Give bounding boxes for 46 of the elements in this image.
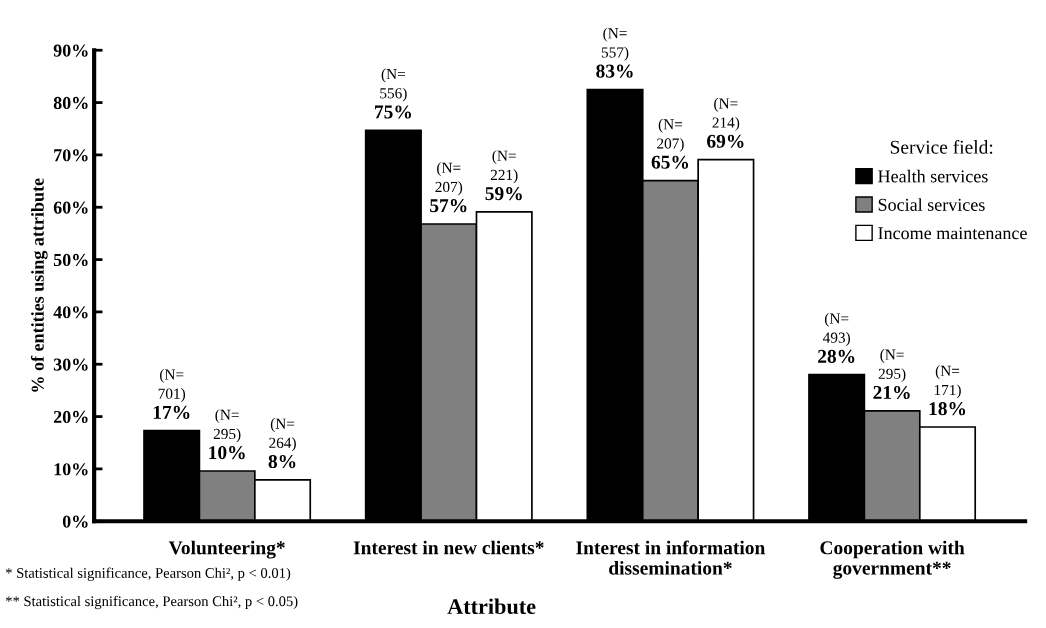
annotation: (N= 214) [712, 97, 740, 131]
data-label: 65% [651, 155, 689, 169]
data-label: 18% [929, 402, 966, 416]
y-tick-label: 70% [54, 149, 88, 162]
data-label: 75% [375, 105, 411, 119]
annotation: (N= 171) [934, 365, 961, 399]
legend-label: Health services [878, 169, 988, 183]
annotation: (N= 701) [158, 368, 186, 402]
legend-label: Social services [878, 198, 985, 211]
legend-label: Income maintenance [878, 227, 1027, 240]
data-label: 28% [818, 349, 855, 363]
annotation: (N= 207) [657, 118, 684, 152]
y-tick-label: 10% [54, 463, 88, 476]
y-axis-title: % of entities using attribute [30, 178, 48, 392]
annotation: (N= 207) [435, 162, 463, 196]
data-label: 21% [873, 385, 910, 400]
annotation: (N= 264) [269, 418, 296, 452]
annotation: (N= 295) [213, 409, 241, 443]
x-tick-label: Interest in new clients* [353, 540, 544, 555]
x-tick-label: Volunteering* [168, 540, 285, 559]
text: ** Statistical significance, Pearson Chi², p < 0.05) [5, 595, 298, 610]
y-tick-label: 20% [53, 410, 88, 424]
annotation: (N= 493) [822, 312, 851, 346]
y-tick-label: 40% [53, 306, 88, 319]
data-label: 83% [596, 64, 633, 78]
data-label: 17% [153, 405, 190, 419]
annotation: (N= 295) [878, 349, 906, 383]
annotation: (N= 557) [601, 27, 629, 61]
x-axis-title: Attribute [447, 598, 536, 615]
data-label: 57% [430, 199, 467, 213]
y-tick-label: 30% [53, 358, 88, 371]
x-tick-label: Interest in information dissemination* [576, 540, 766, 575]
legend-title: Service field: [890, 139, 993, 154]
data-label: 59% [485, 187, 522, 201]
y-tick-label: 50% [53, 253, 88, 267]
y-tick-label: 60% [53, 201, 88, 214]
x-tick-label: Cooperation with government** [820, 540, 965, 579]
y-tick-label: 80% [53, 96, 88, 110]
data-label: 69% [707, 134, 744, 148]
data-label: 10% [209, 446, 245, 460]
annotation: (N= 221) [490, 150, 518, 184]
data-label: 8% [268, 454, 296, 469]
y-tick-label: 0% [62, 515, 88, 528]
text: * Statistical significance, Pearson Chi², p < 0.01) [5, 567, 291, 581]
y-tick-label: 90% [53, 44, 88, 57]
annotation: (N= 556) [380, 68, 407, 102]
